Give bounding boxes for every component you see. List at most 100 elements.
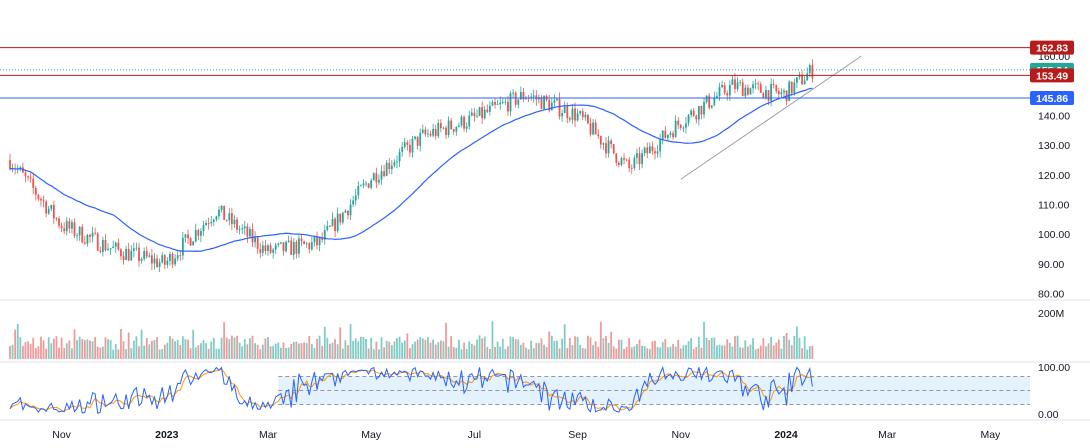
candle-body[interactable]: [556, 98, 558, 101]
candle-body[interactable]: [679, 124, 682, 128]
candle-body[interactable]: [749, 88, 752, 95]
candle-body[interactable]: [808, 65, 811, 74]
candle-body[interactable]: [636, 153, 638, 158]
candle-body[interactable]: [664, 130, 667, 139]
candle-body[interactable]: [437, 123, 440, 137]
candle-body[interactable]: [388, 162, 391, 170]
candle-body[interactable]: [685, 123, 687, 128]
candle-body[interactable]: [460, 116, 463, 126]
candle-body[interactable]: [783, 90, 785, 93]
candle-body[interactable]: [450, 120, 453, 130]
candle-body[interactable]: [746, 87, 749, 95]
candle-body[interactable]: [73, 222, 76, 236]
candle-body[interactable]: [481, 107, 484, 119]
candle-body[interactable]: [357, 185, 360, 196]
candle-body[interactable]: [775, 84, 778, 92]
candle-body[interactable]: [112, 246, 115, 249]
candle-body[interactable]: [339, 213, 342, 223]
candle-body[interactable]: [499, 102, 502, 105]
candle-body[interactable]: [22, 167, 24, 173]
candle-body[interactable]: [465, 126, 468, 129]
candle-body[interactable]: [509, 93, 512, 112]
candle-body[interactable]: [241, 228, 244, 230]
candle-body[interactable]: [602, 143, 605, 145]
candle-body[interactable]: [723, 85, 726, 94]
candle-body[interactable]: [483, 109, 486, 119]
candle-body[interactable]: [161, 255, 164, 263]
candle-body[interactable]: [785, 90, 788, 102]
candle-body[interactable]: [47, 208, 50, 214]
candle-body[interactable]: [610, 140, 613, 145]
candle-body[interactable]: [76, 235, 78, 237]
candle-body[interactable]: [579, 111, 582, 114]
candle-body[interactable]: [646, 147, 649, 154]
candle-body[interactable]: [256, 237, 259, 249]
candle-body[interactable]: [726, 93, 729, 96]
candle-body[interactable]: [566, 106, 569, 119]
candle-body[interactable]: [215, 216, 218, 220]
candle-body[interactable]: [220, 205, 223, 210]
candle-body[interactable]: [329, 226, 331, 227]
candle-body[interactable]: [744, 87, 747, 97]
candle-body[interactable]: [654, 151, 656, 154]
candle-body[interactable]: [365, 183, 367, 185]
candle-body[interactable]: [107, 248, 109, 251]
candle-body[interactable]: [672, 133, 674, 138]
candle-body[interactable]: [249, 229, 251, 237]
candle-body[interactable]: [496, 104, 499, 106]
candle-body[interactable]: [109, 248, 112, 249]
candle-body[interactable]: [741, 82, 744, 97]
candle-body[interactable]: [362, 183, 365, 186]
candle-body[interactable]: [563, 106, 566, 114]
candle-body[interactable]: [148, 255, 151, 257]
candle-body[interactable]: [181, 237, 184, 256]
candle-body[interactable]: [718, 87, 721, 97]
candle-body[interactable]: [568, 118, 571, 120]
candle-body[interactable]: [375, 173, 378, 183]
candle-body[interactable]: [200, 231, 202, 236]
candle-body[interactable]: [9, 159, 11, 169]
candle-body[interactable]: [321, 237, 324, 240]
candle-body[interactable]: [525, 97, 527, 100]
candle-body[interactable]: [452, 129, 455, 132]
candle-body[interactable]: [117, 242, 120, 250]
candle-body[interactable]: [78, 226, 81, 236]
candle-body[interactable]: [218, 209, 220, 217]
candle-body[interactable]: [788, 81, 791, 102]
candle-body[interactable]: [512, 92, 514, 94]
candle-body[interactable]: [409, 144, 411, 153]
candle-body[interactable]: [659, 139, 662, 152]
candle-body[interactable]: [60, 225, 63, 229]
candle-body[interactable]: [463, 116, 465, 129]
candle-body[interactable]: [700, 106, 703, 115]
candle-body[interactable]: [259, 248, 262, 253]
candle-body[interactable]: [122, 256, 125, 260]
candle-body[interactable]: [411, 138, 414, 153]
candle-body[interactable]: [174, 258, 177, 265]
candle-body[interactable]: [354, 195, 357, 201]
candle-body[interactable]: [623, 158, 625, 160]
candle-body[interactable]: [42, 200, 45, 202]
candle-body[interactable]: [326, 226, 329, 231]
candle-body[interactable]: [104, 240, 107, 251]
stochastic-pane[interactable]: [9, 365, 1030, 415]
candle-body[interactable]: [561, 113, 564, 117]
candle-body[interactable]: [703, 102, 705, 115]
candle-body[interactable]: [682, 127, 685, 129]
candle-body[interactable]: [429, 133, 432, 136]
candle-body[interactable]: [272, 249, 275, 253]
candle-body[interactable]: [548, 99, 551, 111]
candle-body[interactable]: [765, 90, 767, 99]
candle-body[interactable]: [187, 234, 189, 239]
candle-body[interactable]: [734, 79, 736, 89]
candle-body[interactable]: [633, 157, 636, 169]
candle-body[interactable]: [210, 221, 213, 224]
candle-body[interactable]: [101, 240, 104, 252]
candle-body[interactable]: [468, 115, 471, 127]
candle-body[interactable]: [643, 147, 646, 154]
candle-body[interactable]: [396, 161, 398, 163]
candle-body[interactable]: [212, 219, 215, 222]
candle-body[interactable]: [427, 133, 429, 135]
candle-body[interactable]: [308, 243, 311, 250]
candle-body[interactable]: [543, 95, 545, 109]
